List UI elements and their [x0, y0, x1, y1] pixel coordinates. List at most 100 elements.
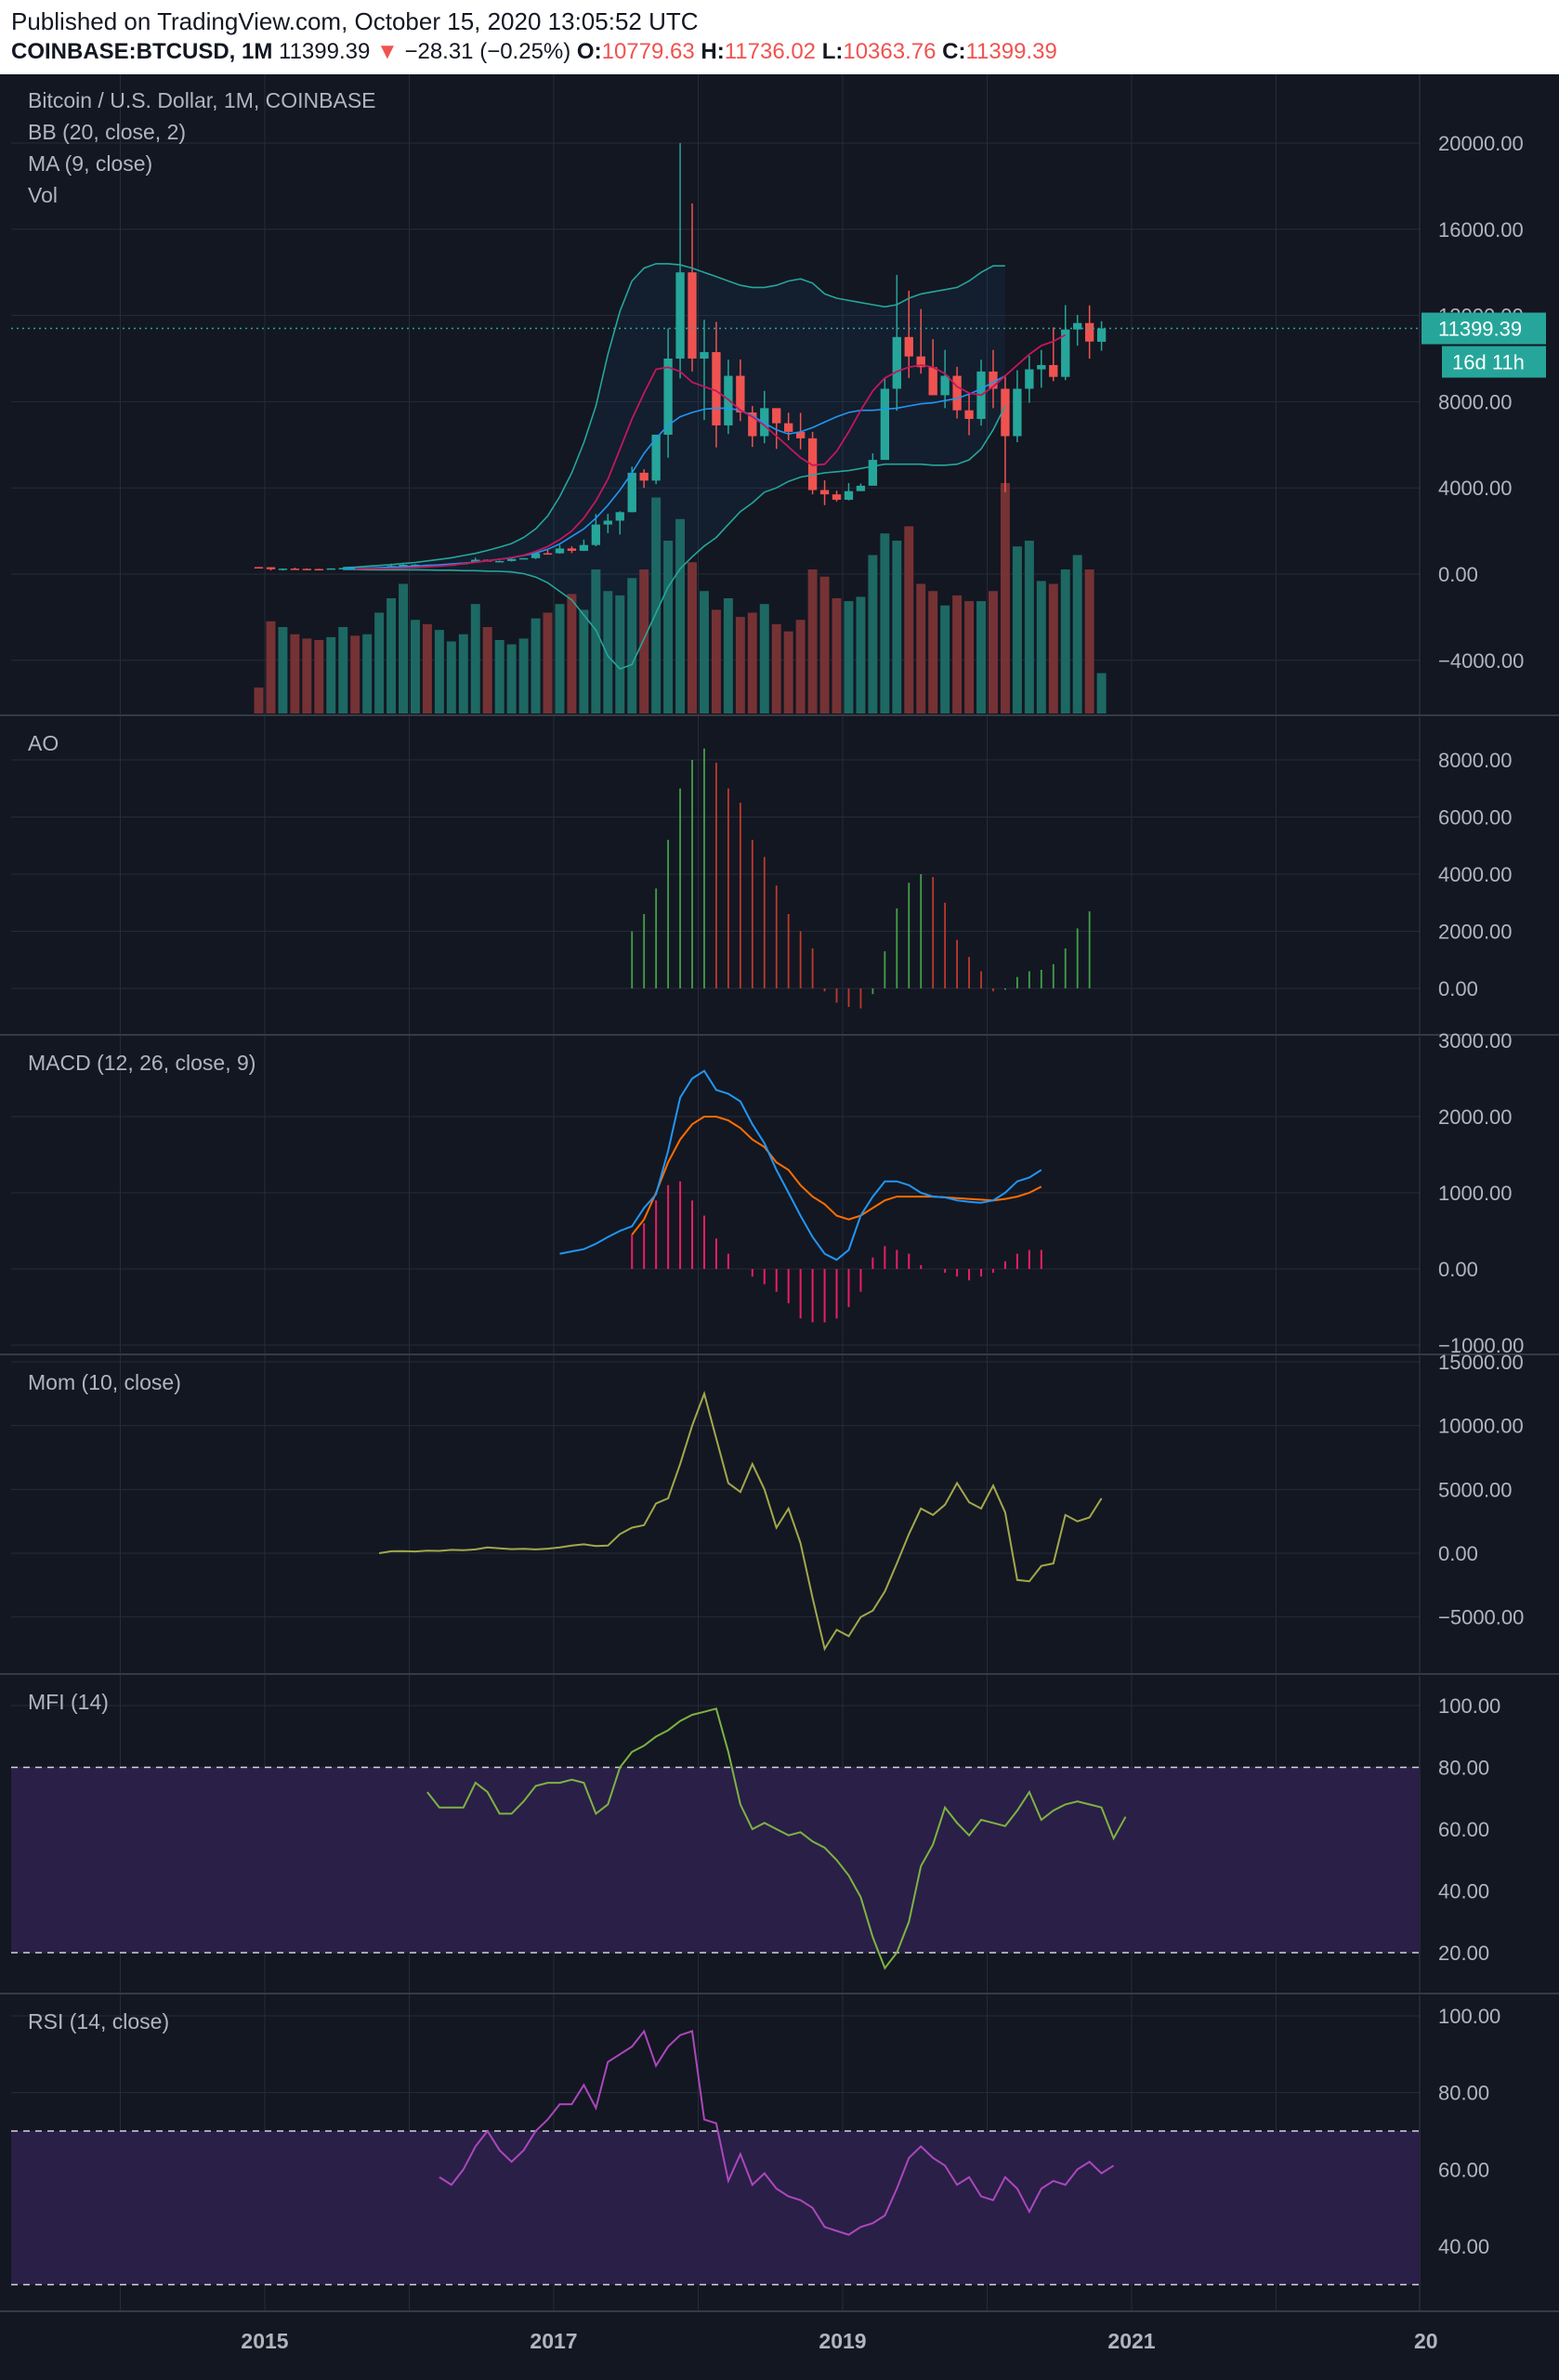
bb-basis-line [343, 374, 1006, 569]
volume-bar [411, 620, 420, 713]
candle [1001, 388, 1010, 437]
volume-bar [844, 601, 854, 713]
high-label: H: [701, 39, 725, 64]
rsi-y-tick-label: 80.00 [1438, 2082, 1489, 2105]
macd-y-tick-label: 0.00 [1438, 1258, 1478, 1281]
macd-y-tick-label: 3000.00 [1438, 1029, 1513, 1053]
candle [531, 553, 541, 558]
candle [591, 524, 601, 545]
candle [736, 375, 745, 412]
volume-bar [952, 595, 963, 713]
price-y-tick-label: 8000.00 [1438, 390, 1513, 413]
candle [495, 560, 504, 563]
candle [807, 438, 818, 490]
mom-y-tick-label: 15000.00 [1438, 1351, 1524, 1374]
price-legend-item: MA (9, close) [28, 151, 152, 176]
close-label: C: [942, 39, 966, 64]
candle [952, 375, 962, 411]
rsi-y-tick-label: 40.00 [1438, 2235, 1489, 2258]
candle [989, 371, 998, 389]
price-y-tick-label: 20000.00 [1438, 132, 1524, 155]
volume-bar [362, 634, 373, 713]
volume-bar [615, 595, 625, 713]
volume-bar [904, 526, 914, 713]
volume-bar [350, 635, 360, 713]
volume-bar [374, 612, 385, 713]
volume-bar [470, 604, 480, 713]
mfi-y-tick-label: 20.00 [1438, 1942, 1489, 1965]
x-tick-label: 2021 [1107, 2329, 1155, 2353]
volume-bar [603, 591, 613, 713]
candle [326, 568, 335, 570]
volume-bar [422, 623, 432, 713]
volume-bar [434, 630, 444, 713]
volume-bar [1084, 569, 1094, 713]
candle [651, 434, 661, 481]
volume-bar [531, 618, 541, 713]
candle [254, 567, 264, 569]
close-value: 11399.39 [965, 39, 1057, 64]
candle [663, 359, 673, 435]
bb-lower-line [343, 405, 1006, 671]
mom-line [378, 1391, 1103, 1652]
chart-header: Published on TradingView.com, October 15… [0, 0, 1559, 74]
candle [639, 472, 648, 481]
countdown-tag [1442, 346, 1546, 378]
volume-bars [254, 483, 1107, 713]
volume-bar [807, 569, 818, 713]
volume-bar [1096, 673, 1107, 713]
volume-bar [314, 639, 324, 713]
symbol-label: COINBASE:BTCUSD, 1M [11, 39, 273, 64]
rsi-band [11, 2131, 1420, 2285]
mom-title: Mom (10, close) [28, 1370, 181, 1394]
bb-band-fill [343, 263, 1005, 670]
candle [1037, 364, 1046, 370]
candle [567, 548, 577, 551]
price-pane: 20000.0016000.0012000.008000.004000.000.… [0, 74, 1559, 716]
volume-bar [567, 594, 577, 713]
candle [784, 423, 793, 432]
price-title: Bitcoin / U.S. Dollar, 1M, COINBASE [28, 88, 376, 112]
candle [795, 431, 806, 438]
volume-bar [759, 604, 769, 713]
last-price-tag [1421, 312, 1546, 345]
candle [314, 569, 323, 571]
macd-y-tick-label: −1000.00 [1438, 1334, 1524, 1357]
candle [772, 408, 781, 424]
ohlc-line: COINBASE:BTCUSD, 1M 11399.39 ▼ −28.31 (−… [11, 39, 1057, 65]
volume-bar [591, 569, 601, 713]
candle [278, 569, 288, 570]
mom-y-tick-label: 10000.00 [1438, 1415, 1524, 1438]
chart-canvas[interactable]: 20000.0016000.0012000.008000.004000.000.… [0, 74, 1559, 2380]
price-y-tick-label: −4000.00 [1438, 649, 1524, 673]
volume-bar [543, 612, 553, 713]
volume-bar [1012, 546, 1022, 713]
low-label: L: [821, 39, 844, 64]
volume-bar [892, 541, 902, 713]
down-arrow-icon: ▼ [376, 39, 399, 64]
volume-bar [928, 591, 938, 713]
candle [844, 490, 854, 500]
volume-bar [458, 634, 468, 713]
volume-bar [688, 562, 697, 713]
macd-line [559, 1069, 1042, 1262]
mom-y-tick-label: 0.00 [1438, 1542, 1478, 1565]
mfi-band [11, 1767, 1420, 1953]
candle [627, 472, 636, 513]
volume-bar [723, 598, 733, 713]
candle [1096, 328, 1107, 342]
open-label: O: [576, 39, 602, 64]
open-value: 10779.63 [601, 39, 695, 64]
x-tick-label: 20 [1414, 2329, 1438, 2353]
volume-bar [747, 612, 757, 713]
mom-y-tick-label: −5000.00 [1438, 1606, 1524, 1629]
volume-bar [795, 620, 806, 713]
candle [928, 367, 937, 396]
volume-bar [290, 634, 300, 713]
candle [518, 557, 529, 560]
macd-signal-line [631, 1116, 1042, 1236]
last-price-tag-label: 11399.39 [1438, 318, 1522, 341]
volume-bar [386, 598, 397, 713]
rsi-title: RSI (14, close) [28, 2009, 169, 2033]
volume-bar [1048, 583, 1058, 713]
